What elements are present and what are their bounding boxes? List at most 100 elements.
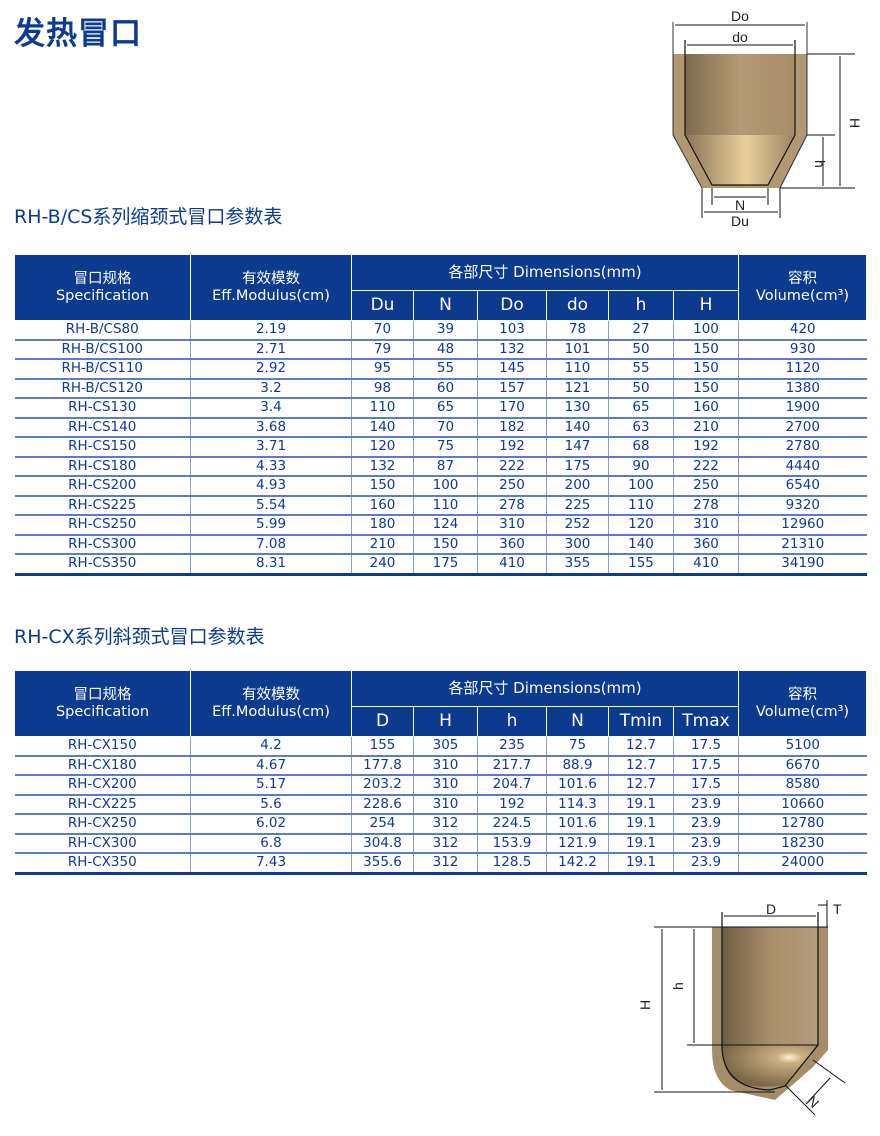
table-cell: 110 — [351, 398, 414, 419]
table-cell: 150 — [673, 359, 739, 380]
table-cell: 305 — [413, 736, 478, 757]
table-cell: 70 — [351, 320, 414, 341]
table-cell: 6540 — [738, 476, 867, 497]
table-row: RH-B/CS120 3.2 98 60 157 121 50 150 1380 — [14, 378, 867, 399]
table-cell: 312 — [413, 853, 478, 875]
table-cell: 5.17 — [190, 775, 352, 796]
table-cell: 120 — [351, 437, 414, 458]
table-cell: 6.02 — [190, 814, 352, 835]
table-cell: 150 — [413, 534, 478, 555]
table-cell: 224.5 — [477, 814, 547, 835]
table-cell: 177.8 — [351, 755, 414, 776]
header-col-do: do — [546, 290, 609, 321]
table-cell: 78 — [546, 320, 609, 341]
table-cell: 3.2 — [190, 378, 352, 399]
table-row: RH-CX250 6.02 254 312 224.5 101.6 19.1 23.9 1278… — [14, 814, 867, 835]
label-h: h — [670, 982, 686, 990]
table-cell: 150 — [351, 476, 414, 497]
table-cell: 235 — [477, 736, 547, 757]
table-row: RH-B/CS110 2.92 95 55 145 110 55 150 1120 — [14, 359, 867, 380]
table-cell: 228.6 — [351, 794, 414, 815]
table-cell: 98 — [351, 378, 414, 399]
table-cell: 1900 — [738, 398, 867, 419]
table-cell: 68 — [608, 437, 674, 458]
header-volume: 容积 Volume(cm³) — [738, 670, 867, 737]
label-N: N — [804, 1093, 822, 1111]
table-row: RH-CS250 5.99 180 124 310 252 120 310 12960 — [14, 515, 867, 536]
table-cell: 4.33 — [190, 456, 352, 477]
table-cell: RH-CX250 — [14, 814, 191, 835]
header-col-H: H — [673, 290, 739, 321]
table-cell: 150 — [673, 378, 739, 399]
table-cell: 79 — [351, 339, 414, 360]
table-cell: 17.5 — [673, 736, 739, 757]
table-cell: 192 — [477, 794, 547, 815]
table-cell: RH-CX180 — [14, 755, 191, 776]
table-cell: 304.8 — [351, 833, 414, 854]
table-cell: 5100 — [738, 736, 867, 757]
header-col-h: h — [477, 706, 547, 737]
table-cell: RH-CS180 — [14, 456, 191, 477]
table-cell: 23.9 — [673, 833, 739, 854]
header-spec-en: Specification — [55, 703, 150, 720]
table-cell: 2.92 — [190, 359, 352, 380]
table-cell: 101.6 — [546, 814, 609, 835]
table-cell: 110 — [546, 359, 609, 380]
table-cell: 70 — [413, 417, 478, 438]
table-cell: 4.2 — [190, 736, 352, 757]
table-cell: 7.43 — [190, 853, 352, 875]
label-D: D — [766, 901, 776, 917]
table-row: RH-CS200 4.93 150 100 250 200 100 250 6540 — [14, 476, 867, 497]
header-modulus: 有效模数 Eff.Modulus(cm) — [190, 254, 352, 321]
table-cell: 121 — [546, 378, 609, 399]
table-cell: 225 — [546, 495, 609, 516]
table-cell: 360 — [477, 534, 547, 555]
table-cell: 124 — [413, 515, 478, 536]
table-cell: 147 — [546, 437, 609, 458]
table-cell: 930 — [738, 339, 867, 360]
table-cell: 121.9 — [546, 833, 609, 854]
header-mod-cn: 有效模数 — [242, 270, 300, 287]
table-cell: RH-CS350 — [14, 554, 191, 576]
table-cell: 130 — [546, 398, 609, 419]
table-cell: 103 — [477, 320, 547, 341]
table-cell: RH-B/CS120 — [14, 378, 191, 399]
table-cell: 12.7 — [608, 775, 674, 796]
table-cell: 12.7 — [608, 736, 674, 757]
table-cell: 48 — [413, 339, 478, 360]
table-cell: 5.99 — [190, 515, 352, 536]
header-col-N: N — [413, 290, 478, 321]
table-cell: 182 — [477, 417, 547, 438]
table-cell: 310 — [413, 755, 478, 776]
table-cell: 222 — [477, 456, 547, 477]
header-vol-cn: 容积 — [788, 270, 817, 287]
table-cell: 2780 — [738, 437, 867, 458]
table-cell: 19.1 — [608, 794, 674, 815]
table-cell: 310 — [413, 775, 478, 796]
rh-bcs-parameter-table: 冒口规格 Specification 有效模数 Eff.Modulus(cm) 各部尺寸… — [14, 254, 867, 576]
table-cell: RH-CX225 — [14, 794, 191, 815]
table-cell: 132 — [351, 456, 414, 477]
header-dimensions: 各部尺寸 Dimensions(mm) — [351, 670, 739, 707]
table-cell: 12780 — [738, 814, 867, 835]
table-row: RH-B/CS100 2.71 79 48 132 101 50 150 930 — [14, 339, 867, 360]
header-mod-cn: 有效模数 — [242, 686, 300, 703]
header-col-h: h — [608, 290, 674, 321]
table-cell: 278 — [673, 495, 739, 516]
label-H: H — [637, 1000, 653, 1010]
table-cell: 250 — [673, 476, 739, 497]
table-cell: RH-CS140 — [14, 417, 191, 438]
header-col-Tmax: Tmax — [673, 706, 739, 737]
table-cell: RH-CX200 — [14, 775, 191, 796]
table-cell: 23.9 — [673, 814, 739, 835]
table-cell: 3.4 — [190, 398, 352, 419]
header-specification: 冒口规格 Specification — [14, 670, 191, 737]
table2-heading: RH-CX系列斜颈式冒口参数表 — [14, 626, 265, 648]
table-cell: RH-CX350 — [14, 853, 191, 875]
table-cell: 65 — [608, 398, 674, 419]
table-cell: 155 — [608, 554, 674, 576]
header-dimensions: 各部尺寸 Dimensions(mm) — [351, 254, 739, 291]
table-cell: 145 — [477, 359, 547, 380]
table-cell: 114.3 — [546, 794, 609, 815]
header-spec-en: Specification — [55, 287, 150, 304]
